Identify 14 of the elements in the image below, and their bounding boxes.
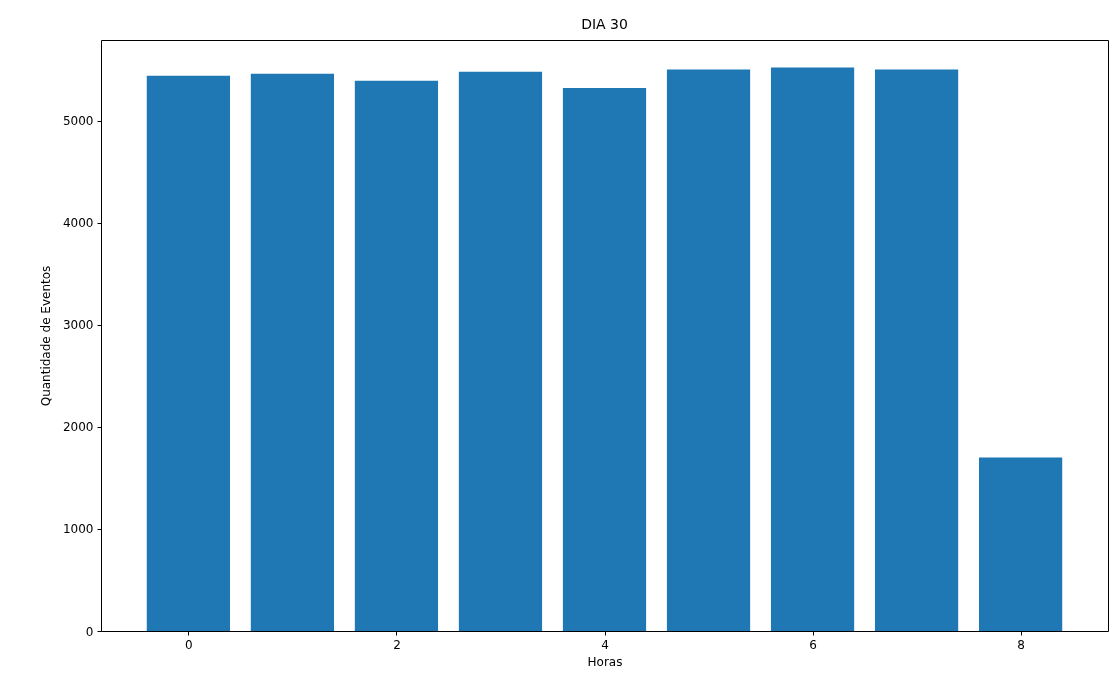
x-tick-label: 8	[1017, 637, 1025, 652]
x-tick-label: 2	[393, 637, 401, 652]
y-tick-label: 2000	[62, 420, 94, 435]
y-tick-label: 4000	[62, 216, 94, 231]
x-axis-title: Horas	[587, 654, 623, 669]
x-tick-label: 4	[601, 637, 609, 652]
x-tick-label: 6	[809, 637, 817, 652]
y-tick-label: 5000	[62, 114, 94, 129]
chart-title: DIA 30	[581, 16, 628, 32]
x-tick-label: 0	[185, 637, 193, 652]
y-tick-label: 1000	[62, 522, 94, 537]
y-tick-label: 0	[85, 624, 94, 639]
y-tick-label: 3000	[62, 318, 94, 333]
y-axis-title: Quantidade de Eventos	[38, 265, 53, 407]
